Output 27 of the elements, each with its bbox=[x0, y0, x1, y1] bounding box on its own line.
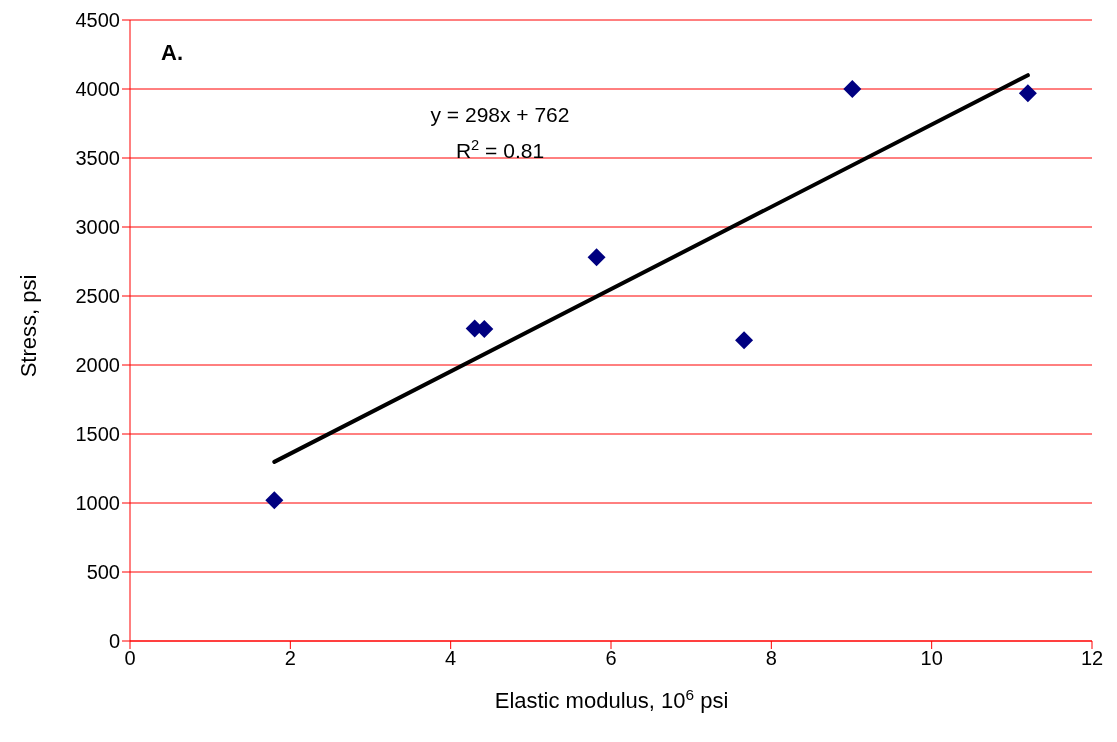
y-tick-label: 4500 bbox=[75, 9, 120, 32]
point bbox=[735, 331, 754, 350]
y-tick-label: 500 bbox=[86, 561, 120, 584]
point bbox=[587, 248, 606, 267]
y-axis-title: Stress, psi bbox=[16, 274, 41, 378]
x-tick-label: 12 bbox=[1080, 647, 1104, 670]
y-tick-label: 2000 bbox=[75, 354, 120, 377]
x-tick-label: 0 bbox=[124, 647, 136, 670]
point bbox=[1018, 84, 1037, 103]
x-tick-label: 4 bbox=[445, 647, 457, 670]
y-tick-label: 1500 bbox=[75, 423, 120, 446]
y-tick-label: 2500 bbox=[75, 285, 120, 308]
y-tick-label: 3500 bbox=[75, 147, 120, 170]
x-tick-label: 8 bbox=[765, 647, 777, 670]
point bbox=[843, 80, 862, 98]
x-tick-label: 10 bbox=[920, 647, 943, 670]
y-tick-label: 0 bbox=[108, 630, 120, 653]
x-axis-title: Elastic modulus, 10$^{6}$ psi bbox=[494, 685, 729, 713]
x-tick-label: 6 bbox=[605, 647, 617, 670]
annotation: A. bbox=[161, 40, 183, 65]
point bbox=[265, 491, 284, 510]
x-tick-label: 2 bbox=[284, 647, 296, 670]
annotation: y = 298x + 762 bbox=[430, 103, 570, 126]
annotation: R$^{2}$ = 0.81 bbox=[455, 137, 545, 162]
y-tick-label: 1000 bbox=[75, 492, 120, 515]
y-tick-label: 4000 bbox=[75, 78, 120, 101]
y-tick-label: 3000 bbox=[75, 216, 120, 239]
